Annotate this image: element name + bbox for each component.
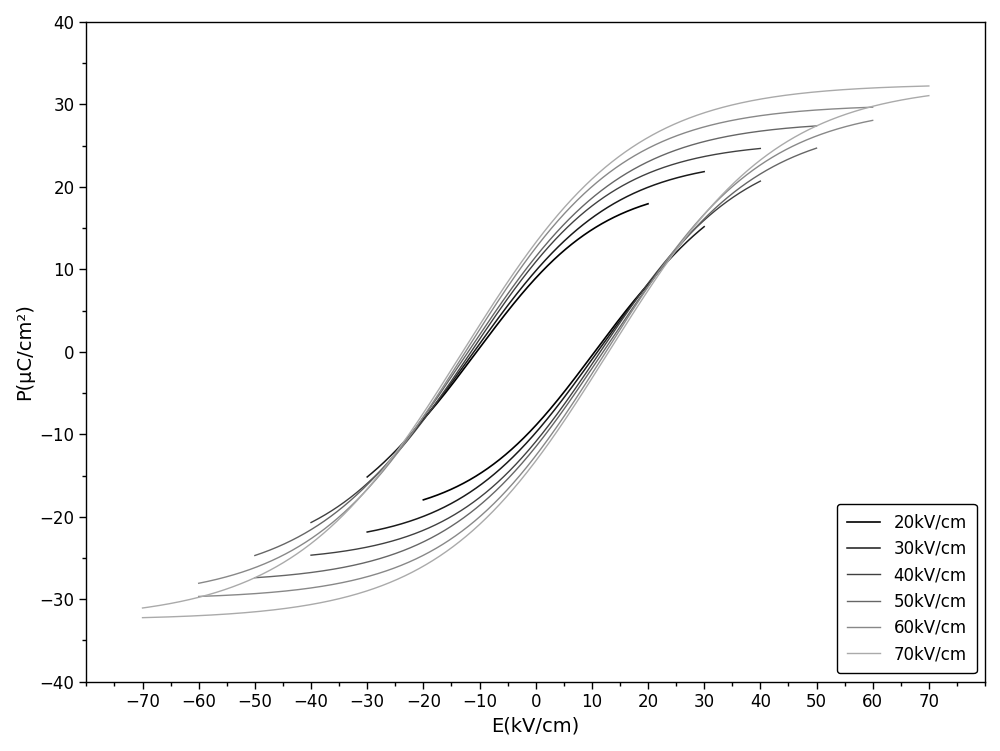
60kV/cm xyxy=(520,463,532,472)
70kV/cm xyxy=(498,495,510,504)
50kV/cm xyxy=(794,149,806,158)
60kV/cm xyxy=(723,185,735,194)
30kV/cm xyxy=(688,231,700,240)
60kV/cm xyxy=(867,116,879,125)
50kV/cm xyxy=(278,571,290,580)
Line: 60kV/cm: 60kV/cm xyxy=(199,120,873,596)
20kV/cm xyxy=(594,340,606,349)
20kV/cm xyxy=(635,288,647,297)
40kV/cm xyxy=(328,548,340,557)
50kV/cm xyxy=(507,469,519,478)
40kV/cm xyxy=(741,184,753,193)
20kV/cm xyxy=(417,496,429,505)
30kV/cm xyxy=(361,527,373,536)
30kV/cm xyxy=(688,231,700,240)
40kV/cm xyxy=(305,550,317,559)
30kV/cm xyxy=(627,300,639,309)
30kV/cm xyxy=(378,524,390,533)
Line: 40kV/cm: 40kV/cm xyxy=(311,181,760,555)
20kV/cm xyxy=(521,430,533,439)
20kV/cm xyxy=(635,288,647,297)
70kV/cm xyxy=(177,612,189,621)
Line: 30kV/cm: 30kV/cm xyxy=(367,227,704,532)
60kV/cm xyxy=(503,484,515,493)
60kV/cm xyxy=(227,590,239,599)
70kV/cm xyxy=(756,155,768,164)
60kV/cm xyxy=(847,120,859,129)
40kV/cm xyxy=(512,458,524,467)
Line: 50kV/cm: 50kV/cm xyxy=(255,148,817,578)
40kV/cm xyxy=(659,258,671,267)
70kV/cm xyxy=(900,95,912,104)
20kV/cm xyxy=(642,280,654,289)
30kV/cm xyxy=(516,443,528,452)
40kV/cm xyxy=(523,445,535,454)
70kV/cm xyxy=(137,613,149,622)
20kV/cm xyxy=(429,491,441,500)
50kV/cm xyxy=(522,452,534,461)
30kV/cm xyxy=(698,222,710,231)
60kV/cm xyxy=(847,120,859,129)
50kV/cm xyxy=(691,222,703,231)
70kV/cm xyxy=(900,95,912,104)
Legend: 20kV/cm, 30kV/cm, 40kV/cm, 50kV/cm, 60kV/cm, 70kV/cm: 20kV/cm, 30kV/cm, 40kV/cm, 50kV/cm, 60kV… xyxy=(837,504,977,674)
20kV/cm xyxy=(527,424,539,433)
70kV/cm xyxy=(923,91,935,100)
60kV/cm xyxy=(193,592,205,601)
Line: 70kV/cm: 70kV/cm xyxy=(143,95,929,617)
50kV/cm xyxy=(811,143,823,152)
40kV/cm xyxy=(741,184,753,193)
50kV/cm xyxy=(249,573,261,582)
Y-axis label: P(μC/cm²): P(μC/cm²) xyxy=(15,303,34,400)
40kV/cm xyxy=(754,176,766,185)
70kV/cm xyxy=(519,470,531,479)
50kV/cm xyxy=(794,149,806,158)
X-axis label: E(kV/cm): E(kV/cm) xyxy=(492,717,580,736)
30kV/cm xyxy=(525,433,537,442)
Line: 20kV/cm: 20kV/cm xyxy=(423,285,648,500)
